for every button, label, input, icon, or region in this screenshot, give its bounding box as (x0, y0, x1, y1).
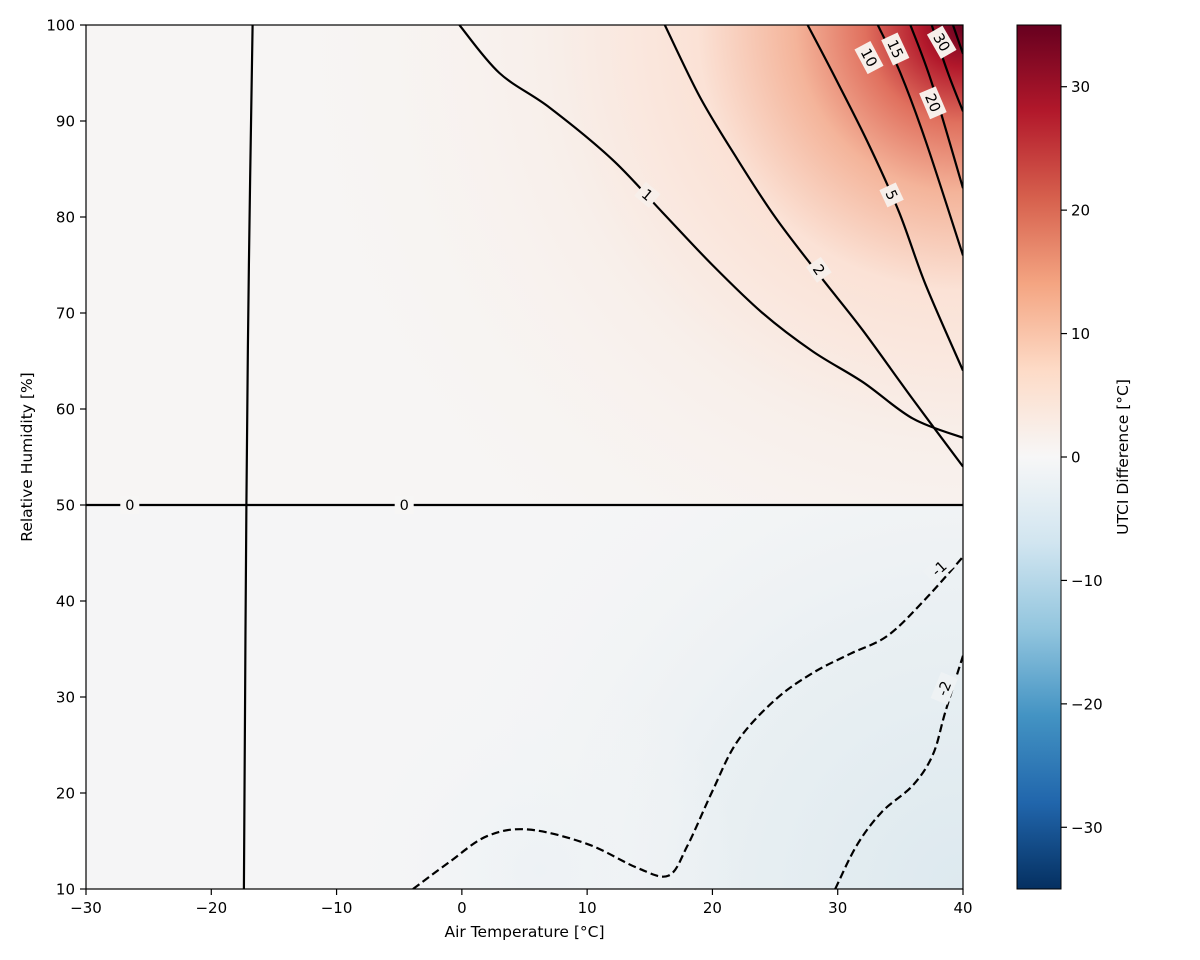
cool-gradient-secondary (86, 505, 963, 889)
contour-label-text: -2 (935, 679, 955, 698)
x-tick-label: 40 (953, 899, 972, 917)
heatmap-field (86, 25, 963, 889)
y-tick-label: 50 (56, 497, 75, 515)
y-tick-label: 100 (46, 17, 75, 35)
contour-label-2-3: 2 (806, 256, 832, 283)
contour-label-text: 20 (921, 92, 943, 115)
colorbar-tick-label: 30 (1071, 78, 1090, 96)
x-tick-label: −10 (321, 899, 353, 917)
y-tick-label: 40 (56, 593, 75, 611)
contour-label-gap (879, 182, 904, 208)
contour-label-gap (634, 181, 661, 208)
contour-label-gap (930, 672, 958, 705)
y-tick-label: 60 (56, 401, 75, 419)
colorbar-tick-label: 20 (1071, 202, 1090, 220)
x-axis-ticks: −30 −20 −10 0 10 20 30 40 (70, 889, 973, 917)
x-tick-label: 0 (457, 899, 467, 917)
contour-lines (86, 25, 963, 889)
contour-labels: 0 0 1 2 5 10 15 20 30 -1 -2 (120, 25, 958, 705)
x-tick-label: 10 (578, 899, 597, 917)
colorbar (1017, 25, 1061, 889)
plot-frame (85, 24, 964, 890)
contour-label-1-9: -1 (922, 552, 956, 585)
contour-line-15-6 (909, 25, 963, 189)
contour-label-gap (881, 32, 910, 66)
x-tick-label: 30 (828, 899, 847, 917)
colorbar-tick-label: 10 (1071, 325, 1090, 343)
colorbar-tick-label: 0 (1071, 449, 1081, 467)
y-tick-label: 80 (56, 209, 75, 227)
y-axis-ticks: 10 20 30 40 50 60 70 80 90 100 (46, 17, 86, 899)
contour-line-0-1 (242, 25, 254, 889)
warm-gradient (86, 25, 963, 505)
contour-label-text: 15 (883, 38, 905, 61)
contour-label-text: 10 (857, 46, 880, 70)
contour-label-0-0: 0 (120, 496, 140, 514)
contour-label-gap (394, 496, 414, 514)
contour-label-gap (854, 41, 884, 75)
contour-line-2-10 (834, 655, 963, 889)
contour-label-5-4: 5 (879, 182, 904, 208)
y-axis-label: Relative Humidity [%] (18, 372, 36, 541)
colorbar-tick-label: −30 (1071, 819, 1103, 837)
contour-line-30-8 (951, 25, 963, 55)
colorbar-tick-label: −10 (1071, 572, 1103, 590)
colorbar-ticks: −30 −20 −10 0 10 20 30 (1061, 78, 1103, 837)
contour-line-5-4 (806, 25, 963, 372)
contour-label-gap (922, 552, 956, 585)
colorbar-label: UTCI Difference [°C] (1114, 379, 1132, 535)
contour-label-15-6: 15 (881, 32, 910, 66)
y-tick-label: 70 (56, 305, 75, 323)
contour-label-text: 30 (929, 31, 952, 55)
colorbar-tick-label: −20 (1071, 695, 1103, 713)
contour-label-10-5: 10 (854, 41, 884, 75)
x-tick-label: −30 (70, 899, 102, 917)
y-tick-label: 10 (56, 881, 75, 899)
x-tick-label: 20 (703, 899, 722, 917)
x-tick-label: −20 (195, 899, 227, 917)
contour-line-2-3 (663, 25, 963, 468)
contour-line-1-9 (412, 556, 963, 889)
y-tick-label: 30 (56, 689, 75, 707)
contour-label-text: 0 (400, 498, 409, 514)
y-tick-label: 20 (56, 785, 75, 803)
contour-label-gap (120, 496, 140, 514)
contour-label-gap (926, 25, 957, 59)
contour-line-1-2 (458, 25, 963, 439)
contour-label-20-7: 20 (919, 86, 947, 120)
x-axis-label: Air Temperature [°C] (445, 923, 605, 941)
contour-label-30-8: 30 (926, 25, 957, 59)
contour-label-gap (806, 256, 832, 283)
contour-label-2-10: -2 (930, 672, 958, 705)
contour-label-text: 0 (125, 498, 134, 514)
contour-label-1-2: 1 (634, 181, 661, 208)
contour-label-gap (919, 86, 947, 120)
y-tick-label: 90 (56, 113, 75, 131)
contour-label-0-1: 0 (394, 496, 414, 514)
